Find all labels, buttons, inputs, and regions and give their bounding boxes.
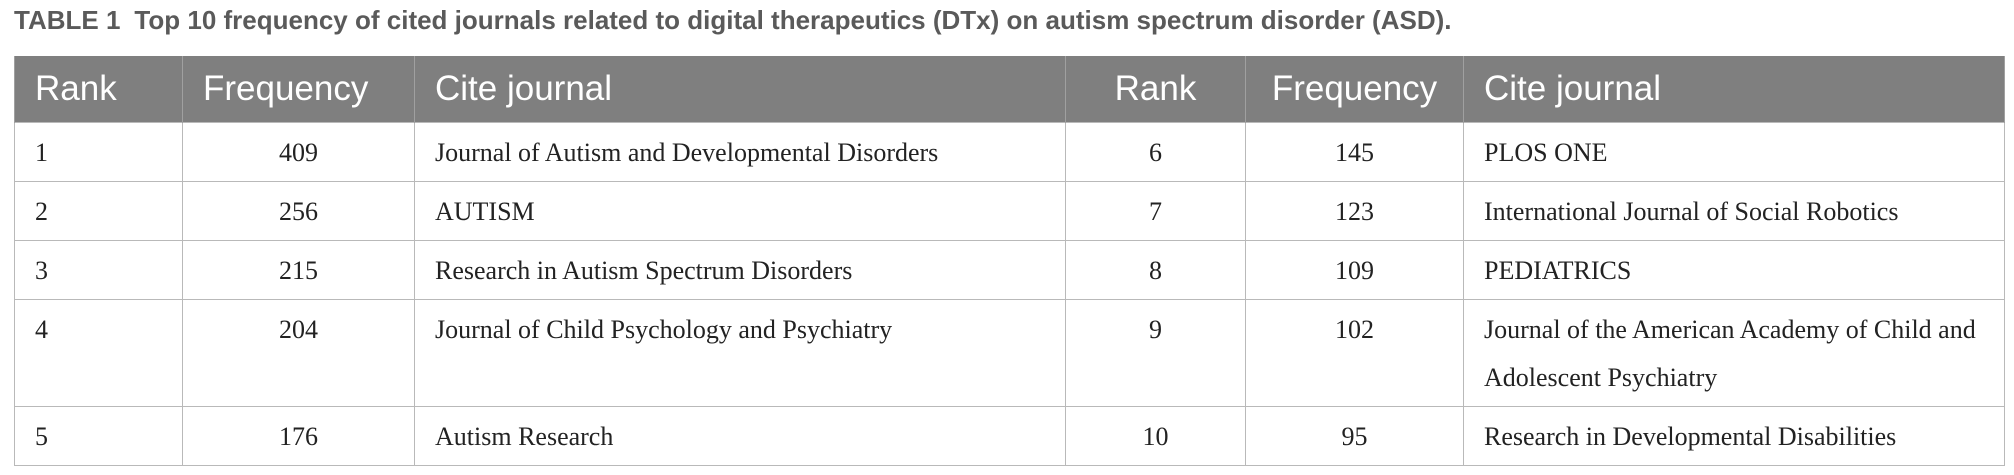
frequency-cell: 123 xyxy=(1245,181,1464,241)
journal-cell: Research in Developmental Disabilities xyxy=(1463,406,2005,466)
rank-cell: 2 xyxy=(14,181,183,241)
frequency-cell: 176 xyxy=(182,406,415,466)
table-row: 1 409 Journal of Autism and Developmenta… xyxy=(14,122,2005,182)
journal-cell: Autism Research xyxy=(414,406,1066,466)
rank-cell: 4 xyxy=(14,299,183,407)
header-rank-left: Rank xyxy=(14,56,183,123)
frequency-cell: 109 xyxy=(1245,240,1464,300)
frequency-cell: 204 xyxy=(182,299,415,407)
frequency-cell: 215 xyxy=(182,240,415,300)
journal-cell: International Journal of Social Robotics xyxy=(1463,181,2005,241)
cited-journals-table: Rank Frequency Cite journal Rank Frequen… xyxy=(14,56,2005,466)
rank-cell: 9 xyxy=(1065,299,1246,407)
frequency-cell: 102 xyxy=(1245,299,1464,407)
frequency-cell: 256 xyxy=(182,181,415,241)
rank-cell: 5 xyxy=(14,406,183,466)
rank-cell: 7 xyxy=(1065,181,1246,241)
rank-cell: 1 xyxy=(14,122,183,182)
header-cite-journal-right: Cite journal xyxy=(1463,56,2005,123)
frequency-cell: 409 xyxy=(182,122,415,182)
rank-cell: 10 xyxy=(1065,406,1246,466)
journal-cell: PLOS ONE xyxy=(1463,122,2005,182)
header-frequency-right: Frequency xyxy=(1245,56,1464,123)
table-row: 5 176 Autism Research 10 95 Research in … xyxy=(14,406,2005,466)
journal-cell: Journal of Child Psychology and Psychiat… xyxy=(414,299,1066,407)
rank-cell: 8 xyxy=(1065,240,1246,300)
table-label: TABLE 1 xyxy=(14,5,121,35)
header-frequency-left: Frequency xyxy=(182,56,415,123)
table-header-row: Rank Frequency Cite journal Rank Frequen… xyxy=(14,56,2005,123)
table-row: 3 215 Research in Autism Spectrum Disord… xyxy=(14,240,2005,300)
rank-cell: 6 xyxy=(1065,122,1246,182)
header-cite-journal-left: Cite journal xyxy=(414,56,1066,123)
frequency-cell: 95 xyxy=(1245,406,1464,466)
table-row: 2 256 AUTISM 7 123 International Journal… xyxy=(14,181,2005,241)
header-rank-right: Rank xyxy=(1065,56,1246,123)
journal-cell: Journal of Autism and Developmental Diso… xyxy=(414,122,1066,182)
table-title: Top 10 frequency of cited journals relat… xyxy=(134,5,1452,35)
frequency-cell: 145 xyxy=(1245,122,1464,182)
journal-cell: AUTISM xyxy=(414,181,1066,241)
table-caption: TABLE 1 Top 10 frequency of cited journal… xyxy=(14,2,1451,38)
journal-cell: PEDIATRICS xyxy=(1463,240,2005,300)
journal-cell: Journal of the American Academy of Child… xyxy=(1463,299,2005,407)
table-row: 4 204 Journal of Child Psychology and Ps… xyxy=(14,299,2005,407)
journal-cell: Research in Autism Spectrum Disorders xyxy=(414,240,1066,300)
rank-cell: 3 xyxy=(14,240,183,300)
